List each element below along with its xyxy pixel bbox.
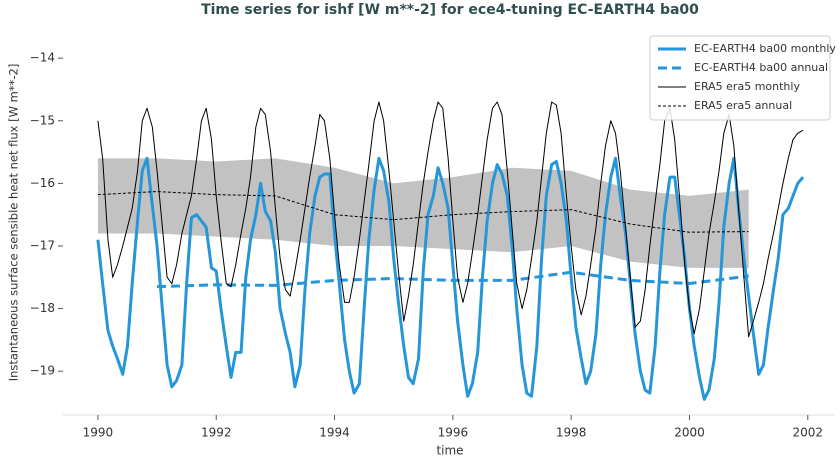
series-line: [97, 191, 749, 233]
y-tick-label: −17: [30, 238, 55, 252]
chart-title: Time series for ishf [W m**-2] for ece4-…: [201, 2, 699, 18]
y-tick-label: −18: [30, 301, 55, 315]
x-tick-label: 1990: [83, 426, 114, 440]
legend-label: ERA5 era5 annual: [694, 99, 792, 112]
series-line: [157, 270, 749, 289]
y-tick-label: −16: [30, 176, 55, 190]
x-axis-label: time: [436, 444, 463, 458]
y-tick-label: −19: [30, 364, 55, 378]
legend-box: [649, 35, 831, 121]
x-tick-label: 1996: [438, 426, 469, 440]
y-axis-label: Instantaneous surface sensible heat net …: [7, 64, 21, 382]
x-tick-label: 1994: [319, 426, 350, 440]
x-tick-label: 2002: [793, 426, 824, 440]
legend-label: EC-EARTH4 ba00 annual: [694, 61, 828, 74]
x-tick-label: 2000: [674, 426, 705, 440]
y-tick-label: −15: [30, 113, 55, 127]
series-line: [96, 156, 805, 401]
x-tick-label: 1992: [201, 426, 232, 440]
series-line: [97, 101, 804, 338]
x-tick-label: 1998: [556, 426, 587, 440]
legend-label: ERA5 era5 monthly: [694, 80, 800, 93]
plot-area: [96, 101, 805, 401]
y-tick-label: −14: [30, 51, 55, 65]
legend-label: EC-EARTH4 ba00 monthly: [694, 42, 836, 55]
range-band: [97, 158, 749, 268]
